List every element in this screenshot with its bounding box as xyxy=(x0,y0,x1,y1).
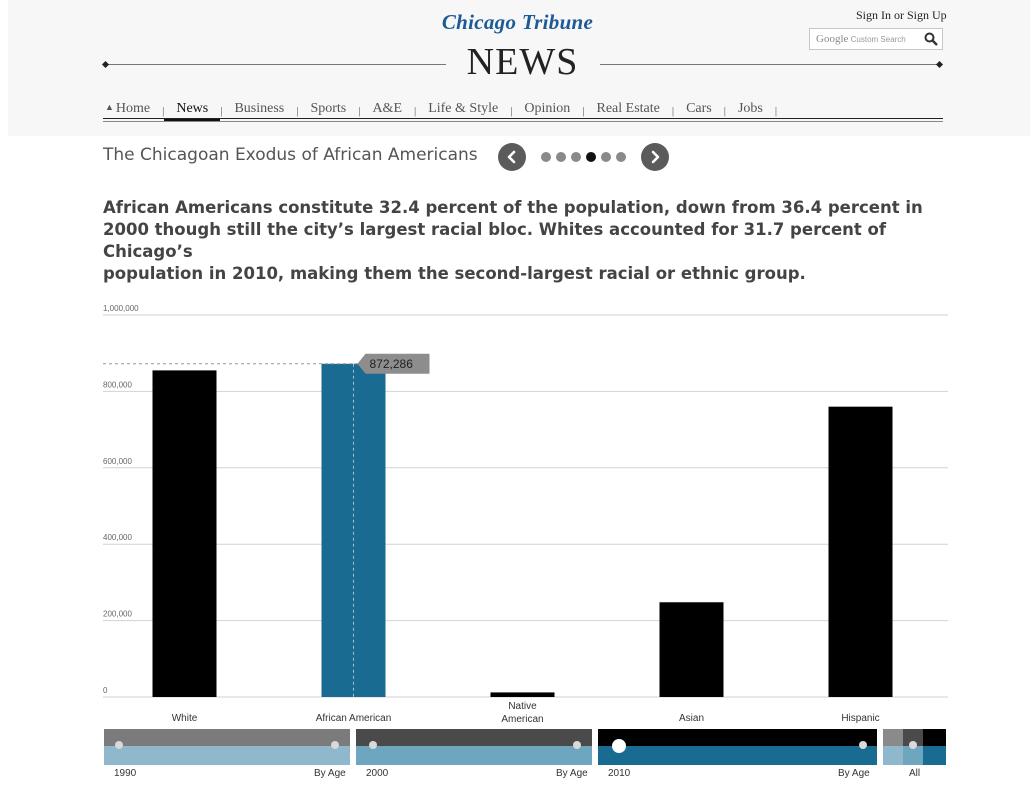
y-tick-label: 400,000 xyxy=(103,533,132,542)
nav-item-label: Real Estate xyxy=(596,101,660,116)
nav-separator: | xyxy=(358,105,361,117)
slide-dot-3[interactable] xyxy=(571,152,581,162)
nav-item-label: Jobs xyxy=(737,101,763,116)
category-label: Hispanic xyxy=(841,713,879,724)
category-label: American xyxy=(501,714,543,725)
nav-separator: | xyxy=(162,105,165,117)
previous-slide-button[interactable] xyxy=(498,143,526,171)
bar-hispanic[interactable] xyxy=(828,406,893,697)
timeline-segment-2000[interactable] xyxy=(356,729,592,765)
timeline-knob[interactable] xyxy=(369,741,377,749)
nav-rule xyxy=(103,121,943,122)
slide-dot-5[interactable] xyxy=(601,152,611,162)
y-tick-label: 0 xyxy=(103,686,108,695)
timeline-segment-all[interactable] xyxy=(883,729,946,765)
nav-item-label: News xyxy=(176,101,209,116)
lede-line: African Americans constitute 32.4 percen… xyxy=(103,198,923,217)
y-tick-label: 200,000 xyxy=(103,610,132,619)
nav-separator: | xyxy=(414,105,417,117)
next-slide-button[interactable] xyxy=(641,143,669,171)
by-age-link[interactable]: By Age xyxy=(314,768,346,779)
timeline-year-label: 1990 xyxy=(114,768,137,779)
home-icon: ▲ xyxy=(105,102,114,112)
bar-white[interactable] xyxy=(152,370,217,697)
nav-item-label: Business xyxy=(234,101,285,116)
timeline-knob[interactable] xyxy=(859,741,867,749)
timeline-segment-2010[interactable] xyxy=(598,729,877,765)
slide-dot-1[interactable] xyxy=(541,152,551,162)
slide-pager xyxy=(541,152,631,162)
lede-line: population in 2010, making them the seco… xyxy=(103,264,806,283)
timeline-knob[interactable] xyxy=(115,741,123,749)
nav-item-opinion[interactable]: Opinion xyxy=(522,101,572,117)
search-input[interactable]: Google Custom Search xyxy=(816,33,906,45)
nav-item-label: Life & Style xyxy=(428,101,499,116)
all-years-link[interactable]: All xyxy=(909,768,921,779)
nav-rule xyxy=(103,118,943,119)
nav-separator: | xyxy=(296,105,299,117)
nav-item-real-estate[interactable]: Real Estate xyxy=(595,101,662,117)
by-age-link[interactable]: By Age xyxy=(556,768,588,779)
search-placeholder: Custom Search xyxy=(850,35,906,44)
timeline-segment-1990[interactable] xyxy=(104,729,350,765)
nav-separator: | xyxy=(774,105,778,117)
nav-item-business[interactable]: Business xyxy=(232,101,286,117)
slide-dot-4[interactable] xyxy=(586,152,596,162)
timeline-knob[interactable] xyxy=(573,741,581,749)
nav-separator: | xyxy=(723,105,726,117)
category-label: White xyxy=(172,713,198,724)
nav-item-home[interactable]: ▲ Home xyxy=(103,101,152,117)
search-box[interactable]: Google Custom Search xyxy=(809,28,943,50)
bar-asian[interactable] xyxy=(659,602,724,697)
nav-item-jobs[interactable]: Jobs xyxy=(736,101,765,117)
category-label: Asian xyxy=(679,713,704,724)
nav-item-label: Opinion xyxy=(524,101,571,116)
slide-dot-2[interactable] xyxy=(556,152,566,162)
by-age-link[interactable]: By Age xyxy=(838,768,870,779)
slide-dot-6[interactable] xyxy=(616,152,626,162)
header-rule-left xyxy=(106,64,446,65)
nav-separator: | xyxy=(220,105,223,117)
timeline-knob-active[interactable] xyxy=(612,739,626,753)
nav-separator: | xyxy=(582,105,585,117)
y-tick-label: 1,000,000 xyxy=(103,304,139,313)
value-callout-label: 872,286 xyxy=(370,357,414,371)
chevron-right-icon xyxy=(651,150,660,164)
nav-item-label: A&E xyxy=(372,101,402,116)
lede-line: 2000 though still the city’s largest rac… xyxy=(103,220,887,261)
timeline-year-label: 2010 xyxy=(608,768,631,779)
category-label: African American xyxy=(316,713,392,724)
nav-item-label: Sports xyxy=(310,101,347,116)
nav-item-news[interactable]: News xyxy=(164,101,221,121)
chevron-left-icon xyxy=(507,150,516,164)
nav-item-label: Home xyxy=(115,101,151,116)
timeline-knob[interactable] xyxy=(909,741,917,749)
section-title: NEWS xyxy=(466,41,579,83)
bar-native-american[interactable] xyxy=(490,692,555,697)
timeline-knob[interactable] xyxy=(331,741,339,749)
search-brand: Google xyxy=(816,33,849,45)
main-nav: ▲ Home | News | Business | Sports | A&E | Life & St… xyxy=(103,98,787,121)
search-icon[interactable] xyxy=(924,32,938,46)
y-tick-label: 800,000 xyxy=(103,380,132,389)
site-header xyxy=(8,0,1030,136)
value-callout xyxy=(357,353,430,374)
nav-item-cars[interactable]: Cars xyxy=(684,101,714,117)
y-tick-label: 600,000 xyxy=(103,457,132,466)
population-bar-chart: 0 200,000 400,000 600,000 800,000 1,000,000 Wh… xyxy=(103,304,948,725)
story-lede: African Americans constitute 32.4 percen… xyxy=(103,197,923,285)
header-rule-right xyxy=(600,64,938,65)
nav-item-sports[interactable]: Sports xyxy=(308,101,348,117)
nav-separator: | xyxy=(510,105,513,117)
nav-item-a-e[interactable]: A&E xyxy=(370,101,404,117)
sign-in-link[interactable]: Sign In or Sign Up xyxy=(856,8,947,22)
story-title: The Chicagoan Exodus of African American… xyxy=(103,145,478,165)
brand-logo[interactable]: Chicago Tribune xyxy=(441,10,594,34)
nav-item-label: Cars xyxy=(686,101,712,116)
nav-item-life-style[interactable]: Life & Style xyxy=(426,101,500,117)
nav-separator: | xyxy=(671,105,675,117)
category-label: Native xyxy=(508,701,537,712)
timeline-year-label: 2000 xyxy=(366,768,389,779)
